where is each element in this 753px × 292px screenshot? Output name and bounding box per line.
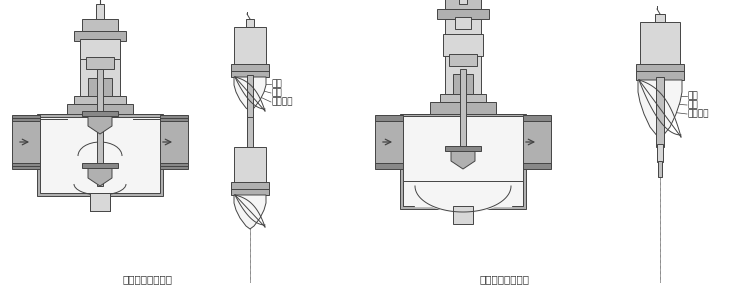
Bar [234,147,266,185]
Bar [437,9,489,19]
Bar [247,115,253,195]
Bar [231,71,269,77]
Bar [523,163,551,169]
Bar [231,189,269,195]
Polygon shape [234,195,266,229]
Bar [656,77,664,147]
Text: 线性: 线性 [272,88,282,98]
Bar [445,0,481,9]
Polygon shape [451,149,475,169]
Bar [97,116,103,186]
Bar [658,161,662,177]
Bar [160,115,188,121]
Bar [403,181,523,206]
Polygon shape [234,77,266,111]
Bar [88,78,112,96]
Bar [636,64,684,72]
Bar [74,96,126,104]
Bar [403,116,523,206]
Bar [90,193,110,211]
Text: 单座调节阀结构图: 单座调节阀结构图 [480,274,530,284]
Bar [449,54,477,66]
Bar [455,17,471,29]
Bar [80,39,120,59]
Bar [86,57,114,69]
Bar [443,34,483,56]
Bar [160,118,188,166]
Bar [37,114,163,196]
Bar [82,19,118,31]
Text: 线性: 线性 [688,100,699,110]
Text: 快开: 快开 [272,79,282,88]
Text: 等百分比: 等百分比 [688,110,709,119]
Bar [12,115,40,121]
Bar [523,115,551,121]
Bar [96,4,104,19]
Bar [459,0,467,4]
Bar [523,118,551,166]
Polygon shape [88,114,112,134]
Bar [74,31,126,41]
Bar [440,94,486,102]
Bar [375,115,403,121]
Polygon shape [638,80,682,137]
Bar [160,163,188,169]
Bar [430,102,496,114]
Bar [445,146,481,151]
Bar [375,118,403,166]
Bar [12,118,40,166]
Bar [655,14,665,22]
Bar [246,19,254,27]
Bar [453,74,473,94]
Bar [640,22,680,67]
Bar [460,69,466,149]
Bar [453,206,473,224]
Bar [97,69,103,119]
Bar [231,182,269,190]
Bar [657,144,663,162]
Bar [636,71,684,80]
Bar [234,27,266,67]
Bar [82,163,118,168]
Bar [40,117,160,193]
Bar [445,19,481,94]
Bar [400,114,526,209]
Polygon shape [88,166,112,186]
Bar [82,111,118,116]
Bar [12,163,40,169]
Bar [67,104,133,114]
Bar [80,41,120,96]
Text: 双座调节阀结构图: 双座调节阀结构图 [123,274,173,284]
Bar [375,163,403,169]
Text: 等百分比: 等百分比 [272,98,294,107]
Bar [247,75,253,117]
Bar [231,64,269,72]
Text: 快开: 快开 [688,91,699,100]
